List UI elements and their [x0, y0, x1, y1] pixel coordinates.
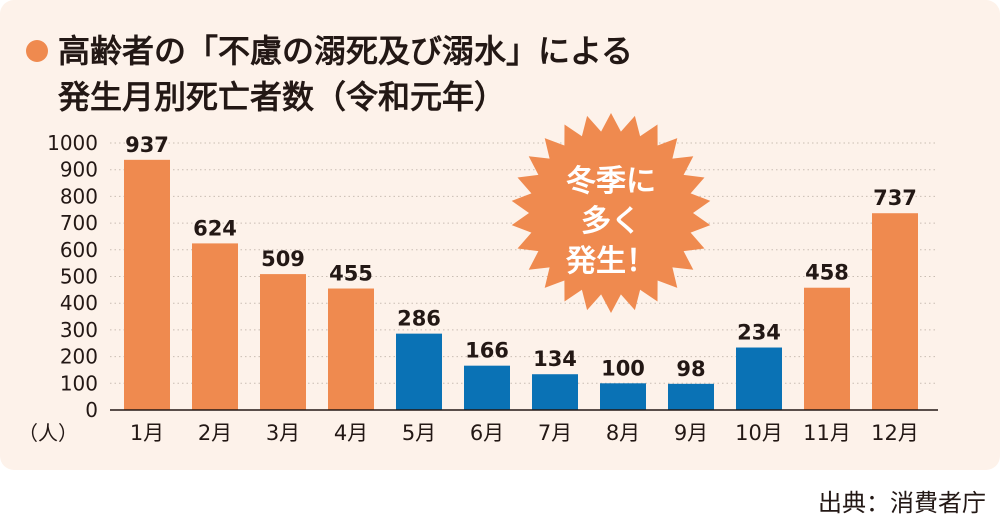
- callout-line-2: 多く: [581, 204, 641, 239]
- bar-6: [464, 365, 510, 410]
- value-label: 455: [329, 262, 373, 286]
- y-tick-label: 500: [60, 265, 98, 289]
- category-label: 6月: [470, 421, 504, 445]
- y-tick-label: 800: [60, 184, 98, 208]
- bar-11: [804, 287, 850, 410]
- value-label: 509: [261, 247, 305, 271]
- value-label: 458: [805, 261, 849, 285]
- y-tick-label: 400: [60, 291, 98, 315]
- bar-5: [396, 333, 442, 410]
- bar-3: [260, 274, 306, 410]
- category-label: 7月: [538, 421, 572, 445]
- category-label: 10月: [735, 421, 783, 445]
- category-label: 11月: [803, 421, 851, 445]
- y-tick-label: 600: [60, 238, 98, 262]
- y-tick-label: 1000: [47, 131, 98, 155]
- y-tick-label: 200: [60, 345, 98, 369]
- category-labels: 1月 2月 3月 4月 5月 6月 7月 8月 9月 10月 11月 12月: [130, 421, 919, 445]
- callout-line-3: 発生！: [565, 244, 656, 279]
- value-labels: 937 624 509 455 286 166 134 100 98 234 458 737: [125, 133, 917, 381]
- starburst-shape: [511, 113, 711, 313]
- y-tick-label: 300: [60, 318, 98, 342]
- bars: [124, 159, 918, 410]
- y-tick-label: 100: [60, 371, 98, 395]
- category-label: 8月: [606, 421, 640, 445]
- category-label: 2月: [198, 421, 232, 445]
- value-label: 286: [397, 307, 441, 331]
- value-label: 134: [533, 347, 577, 371]
- bar-9: [668, 383, 714, 410]
- bar-12: [872, 213, 918, 410]
- source-credit: 出典：消費者庁: [818, 489, 986, 517]
- category-label: 12月: [871, 421, 919, 445]
- title-bullet-icon: [26, 40, 48, 62]
- category-label: 9月: [674, 421, 708, 445]
- value-label: 737: [873, 186, 917, 210]
- y-axis-unit-label: （人）: [18, 421, 78, 445]
- value-label: 166: [465, 339, 509, 363]
- bar-1: [124, 159, 170, 410]
- value-label: 937: [125, 133, 169, 157]
- callout-line-1: 冬季に: [566, 164, 656, 199]
- value-label: 100: [601, 356, 645, 380]
- category-label: 4月: [334, 421, 368, 445]
- category-label: 1月: [130, 421, 164, 445]
- bar-4: [328, 288, 374, 410]
- y-tick-label: 0: [85, 398, 98, 422]
- category-label: 5月: [402, 421, 436, 445]
- bar-8: [600, 383, 646, 410]
- category-label: 3月: [266, 421, 300, 445]
- y-tick-label: 700: [60, 211, 98, 235]
- bar-10: [736, 347, 782, 410]
- value-label: 234: [737, 321, 781, 345]
- y-tick-label: 900: [60, 158, 98, 182]
- value-label: 98: [676, 357, 705, 381]
- chart-title-line1: 高齢者の「不慮の溺死及び溺水」による: [58, 32, 634, 70]
- bar-2: [192, 243, 238, 410]
- bar-7: [532, 374, 578, 410]
- value-label: 624: [193, 216, 237, 240]
- chart-title-line2: 発生月別死亡者数（令和元年）: [58, 78, 507, 116]
